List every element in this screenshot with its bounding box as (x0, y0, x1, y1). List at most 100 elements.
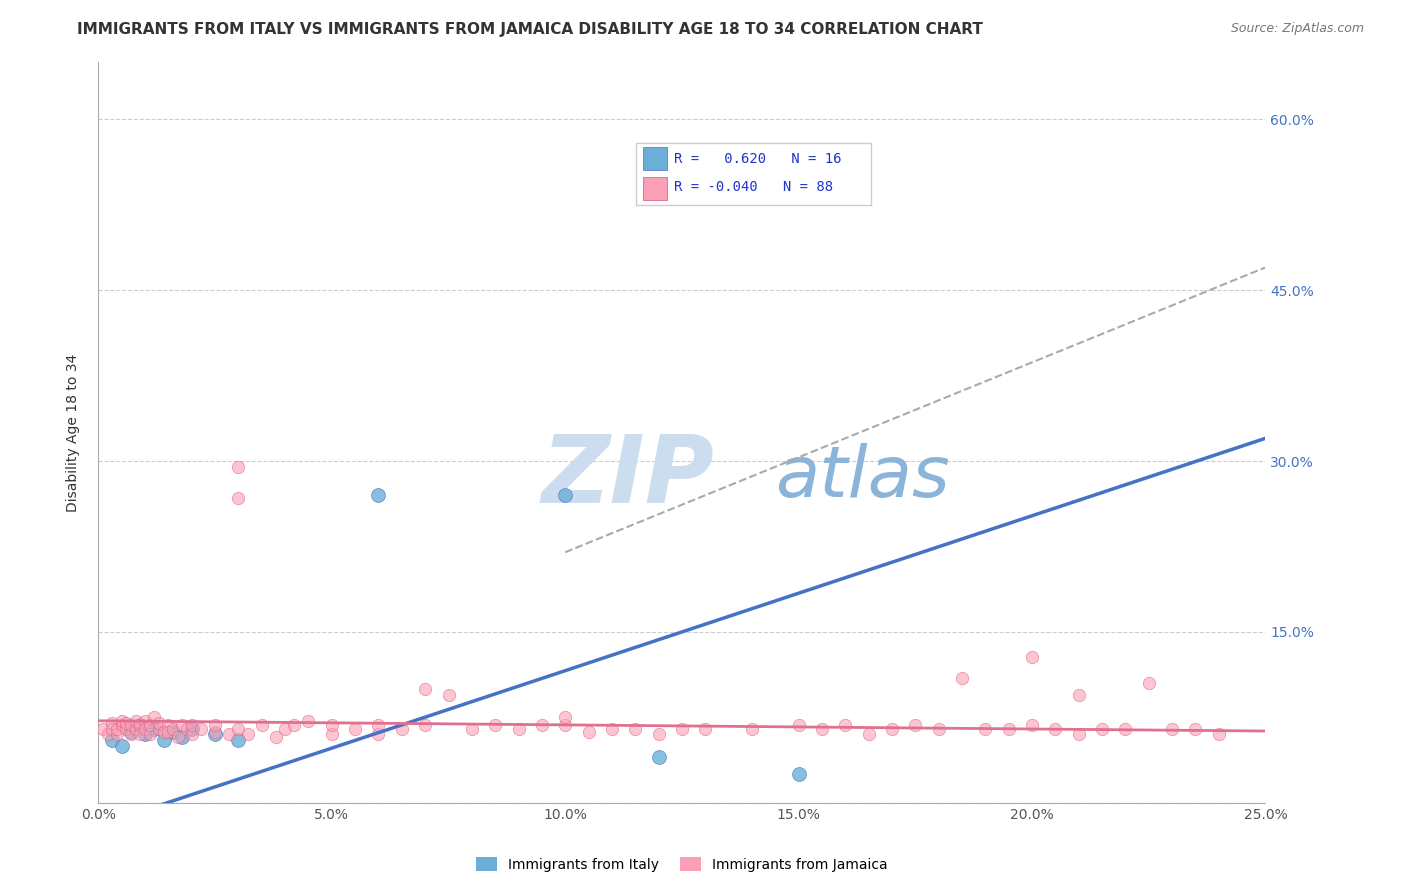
Point (129, 718, 152, 732)
Point (176, 722, 198, 736)
Point (554, 718, 576, 732)
Point (101, 722, 124, 736)
Point (101, 733, 124, 747)
Point (367, 718, 389, 732)
Point (204, 727, 226, 741)
Point (461, 722, 484, 736)
Point (1184, 722, 1206, 736)
Point (283, 718, 305, 732)
Legend: Immigrants from Italy, Immigrants from Jamaica: Immigrants from Italy, Immigrants from J… (471, 851, 893, 878)
Point (111, 714, 134, 728)
Point (647, 727, 669, 741)
Point (204, 718, 226, 732)
Point (671, 722, 693, 736)
Point (367, 488, 389, 502)
Text: atlas: atlas (775, 442, 950, 511)
Point (578, 725, 600, 739)
Point (974, 722, 997, 736)
Point (236, 727, 259, 741)
Point (180, 727, 202, 741)
Point (91, 722, 114, 736)
Point (143, 710, 166, 724)
Point (1067, 727, 1090, 741)
Text: IMMIGRANTS FROM ITALY VS IMMIGRANTS FROM JAMAICA DISABILITY AGE 18 TO 34 CORRELA: IMMIGRANTS FROM ITALY VS IMMIGRANTS FROM… (77, 22, 983, 37)
Point (344, 722, 367, 736)
Point (880, 722, 903, 736)
Point (148, 722, 170, 736)
Point (484, 718, 506, 732)
Point (105, 722, 128, 736)
Point (811, 722, 834, 736)
Point (204, 725, 226, 739)
Point (787, 767, 810, 781)
Point (437, 688, 460, 702)
Point (600, 722, 623, 736)
Point (152, 725, 174, 739)
Point (1208, 727, 1230, 741)
Point (125, 722, 148, 736)
Point (530, 718, 553, 732)
Point (125, 714, 148, 728)
Point (274, 722, 297, 736)
Point (367, 727, 389, 741)
Point (172, 718, 194, 732)
Point (695, 722, 717, 736)
Point (97, 727, 120, 741)
Point (111, 718, 134, 732)
Point (264, 730, 287, 744)
Point (554, 710, 576, 724)
Point (413, 681, 436, 696)
Point (120, 725, 142, 739)
Point (1137, 676, 1160, 690)
Point (190, 722, 212, 736)
Point (139, 718, 162, 732)
Point (129, 718, 152, 732)
Point (1045, 722, 1067, 736)
Point (166, 730, 188, 744)
Point (134, 714, 156, 728)
Point (162, 722, 184, 736)
Point (787, 718, 810, 732)
FancyBboxPatch shape (643, 147, 666, 170)
Point (148, 716, 170, 731)
Point (1021, 650, 1043, 665)
Point (180, 722, 202, 736)
Point (1161, 722, 1184, 736)
Point (134, 722, 156, 736)
Y-axis label: Disability Age 18 to 34: Disability Age 18 to 34 (66, 353, 80, 512)
Text: ZIP: ZIP (541, 431, 714, 523)
Point (858, 727, 880, 741)
Point (152, 733, 174, 747)
Text: R =   0.620   N = 16: R = 0.620 N = 16 (673, 152, 842, 166)
Point (157, 725, 180, 739)
Point (950, 671, 973, 685)
Text: R = -0.040   N = 88: R = -0.040 N = 88 (673, 180, 834, 194)
Point (554, 488, 576, 502)
Point (129, 727, 152, 741)
Point (508, 722, 530, 736)
Point (172, 730, 194, 744)
Point (101, 716, 124, 731)
Point (228, 722, 250, 736)
Point (228, 459, 250, 474)
Point (250, 718, 273, 732)
Point (228, 491, 250, 505)
Point (120, 727, 142, 741)
Point (134, 727, 156, 741)
Point (997, 722, 1019, 736)
Point (1067, 688, 1090, 702)
Point (321, 727, 343, 741)
Point (120, 718, 142, 732)
FancyBboxPatch shape (636, 143, 870, 205)
Point (162, 725, 184, 739)
Point (834, 718, 856, 732)
FancyBboxPatch shape (643, 178, 666, 200)
Point (297, 714, 319, 728)
Point (413, 718, 436, 732)
Point (904, 718, 927, 732)
Point (1114, 722, 1136, 736)
Point (228, 733, 250, 747)
Point (647, 750, 669, 764)
Point (180, 718, 202, 732)
Point (115, 722, 138, 736)
